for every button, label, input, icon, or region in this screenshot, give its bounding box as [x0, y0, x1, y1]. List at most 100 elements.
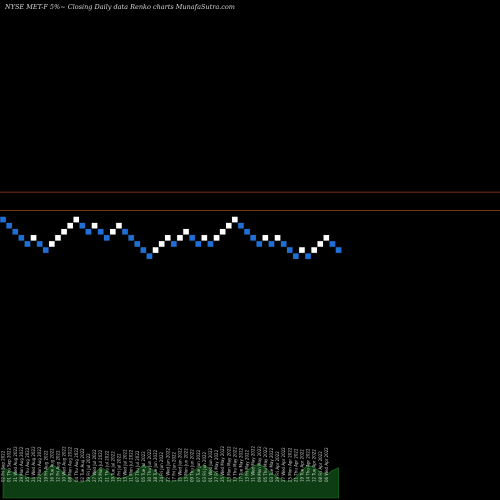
date-label: 27 Wed Jul 2022 — [92, 449, 97, 482]
date-label: 27 Wed Apr 2022 — [281, 447, 286, 482]
renko-brick-down — [0, 216, 7, 223]
date-label: 15 Fri Jul 2022 — [116, 453, 121, 482]
renko-brick-up — [115, 222, 123, 229]
date-label: 13 Wed Jul 2022 — [123, 449, 128, 482]
renko-brick-up — [91, 222, 98, 229]
date-label: 13 Mon Jun 2022 — [184, 448, 189, 482]
date-label: 08 Mon Aug 2022 — [68, 446, 73, 482]
date-label: 08 Fri Apr 2022 — [318, 451, 323, 482]
renko-brick-down — [121, 228, 129, 236]
renko-brick-up — [109, 228, 117, 236]
date-label: 05 Thu May 2022 — [263, 447, 268, 482]
renko-brick-down — [292, 252, 300, 260]
renko-brick-up — [323, 234, 330, 242]
date-label: 23 Mon May 2022 — [226, 446, 231, 482]
date-label: 30 Thu Jun 2022 — [147, 449, 152, 482]
renko-brick-up — [48, 240, 56, 248]
date-label: 24 Wed Aug 2022 — [31, 446, 36, 482]
reference-lines — [0, 191, 500, 211]
date-label: 29 Mon Aug 2022 — [19, 446, 24, 482]
date-label: 19 Thu May 2022 — [232, 447, 237, 482]
chart-title: NYSE MET-F 5%~ Closing Daily data Renko … — [4, 3, 235, 11]
date-label: 25 Wed May 2022 — [220, 445, 225, 482]
renko-brick-down — [249, 234, 257, 242]
renko-brick-down — [42, 246, 50, 254]
renko-brick-down — [5, 222, 13, 229]
renko-brick-down — [207, 240, 214, 248]
renko-brick-up — [316, 240, 324, 248]
renko-brick-up — [158, 240, 165, 248]
date-label: 31 Wed Aug 2022 — [13, 446, 18, 482]
renko-brick-up — [72, 216, 80, 223]
date-label: 12 Tue Apr 2022 — [312, 449, 317, 482]
date-label: 29 Fri Apr 2022 — [275, 451, 280, 482]
renko-brick-up — [176, 234, 184, 242]
volume-area — [2, 463, 339, 499]
renko-brick-up — [274, 234, 281, 242]
date-label: 03 Fri Jun 2022 — [202, 451, 207, 482]
renko-brick-up — [152, 246, 159, 254]
renko-brick-down — [85, 228, 92, 236]
renko-brick-up — [54, 234, 62, 242]
date-label: 15 Wed Jun 2022 — [177, 447, 182, 482]
renko-brick-up — [182, 228, 190, 236]
date-label: 14 Thu Apr 2022 — [306, 448, 311, 482]
date-label: 29 Fri Jul 2022 — [86, 453, 91, 482]
renko-brick-down — [286, 246, 294, 254]
date-label: 02 Tue Aug 2022 — [80, 448, 85, 482]
date-label: 22 Mon Aug 2022 — [37, 446, 42, 482]
date-label: 25 Mon Apr 2022 — [287, 447, 292, 482]
date-label: 13 Fri May 2022 — [245, 449, 250, 482]
date-label: 25 Mon Jul 2022 — [98, 449, 103, 482]
renko-brick-down — [243, 228, 251, 236]
renko-brick-down — [170, 240, 178, 248]
date-label: 17 Tue May 2022 — [238, 447, 243, 482]
renko-brick-up — [164, 234, 172, 242]
renko-brick-up — [231, 216, 239, 223]
renko-brick-up — [262, 234, 269, 242]
renko-brick-down — [268, 240, 275, 248]
renko-brick-up — [298, 246, 306, 254]
date-label: 27 Fri May 2022 — [214, 449, 219, 482]
renko-brick-down — [255, 240, 263, 248]
date-label: 09 Thu Jun 2022 — [190, 449, 195, 482]
renko-brick-down — [36, 240, 43, 248]
volume-area-shape — [2, 463, 339, 499]
renko-brick-down — [79, 222, 86, 229]
renko-brick-up — [219, 228, 226, 236]
date-label: 01 Thu Sep 2022 — [7, 447, 12, 482]
renko-brick-down — [127, 234, 135, 242]
date-label: 21 Thu Apr 2022 — [293, 448, 298, 482]
renko-brick-down — [133, 240, 141, 248]
date-label: 04 Thu Aug 2022 — [74, 447, 79, 482]
date-label: 19 Tue Apr 2022 — [299, 449, 304, 482]
renko-brick-down — [304, 252, 312, 260]
date-label: 25 Thu Aug 2022 — [25, 447, 30, 482]
renko-brick-down — [237, 222, 245, 229]
date-label: 10 Wed Aug 2022 — [62, 446, 67, 482]
renko-brick-down — [194, 240, 202, 248]
date-label: 19 Fri Aug 2022 — [43, 450, 48, 482]
date-label: 17 Fri Jun 2022 — [171, 451, 176, 482]
renko-brick-up — [30, 234, 37, 242]
date-label: 02 Fri Sep 2022 — [1, 450, 6, 482]
date-axis-labels: 02 Fri Sep 2022 01 Thu Sep 2022 31 Wed Aug… — [1, 445, 329, 482]
renko-brick-down — [335, 246, 342, 254]
date-label: 19 Tue Jul 2022 — [110, 451, 115, 482]
date-label: 06 Wed Apr 2022 — [324, 447, 329, 482]
date-label: 28 Tue Jun 2022 — [153, 449, 158, 482]
date-label: 01 Wed Jun 2022 — [208, 447, 213, 482]
date-label: 16 Tue Aug 2022 — [49, 448, 54, 482]
date-label: 05 Tue Jul 2022 — [141, 451, 146, 482]
renko-brick-down — [140, 246, 147, 254]
date-label: 24 Fri Jun 2022 — [159, 451, 164, 482]
date-label: 07 Thu Jul 2022 — [135, 450, 140, 482]
renko-brick-down — [24, 240, 31, 248]
renko-brick-down — [146, 252, 153, 260]
date-label: 12 Fri Aug 2022 — [55, 450, 60, 482]
renko-brick-down — [11, 228, 19, 236]
renko-bricks — [0, 216, 342, 260]
renko-brick-down — [103, 234, 111, 242]
